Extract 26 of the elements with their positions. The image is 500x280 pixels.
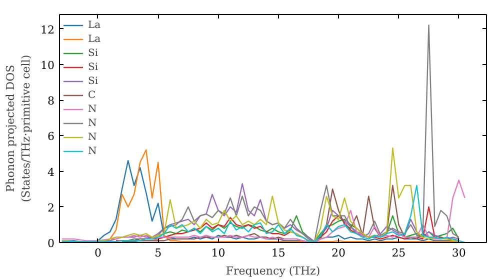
y-tick-label: 2 (48, 201, 54, 214)
legend-label: La (88, 32, 102, 46)
x-tick-label: 5 (154, 246, 162, 260)
y-tick-label: 10 (40, 58, 55, 72)
x-tick-label: 20 (332, 246, 346, 260)
legend-label: C (88, 88, 97, 102)
legend-label: La (88, 18, 102, 32)
x-tick-label: 0 (94, 246, 102, 260)
y-axis-title: Phonon projected DOS (States/THz·primitive cell) (4, 54, 33, 202)
y-tick-label: 6 (48, 130, 54, 144)
legend-label: N (88, 116, 98, 130)
x-axis-title: Frequency (THz) (226, 264, 320, 278)
legend-label: Si (88, 74, 100, 88)
x-tick-label: 30 (452, 246, 466, 260)
y-tick-label: 4 (48, 166, 54, 179)
x-tick-label: 25 (392, 246, 406, 260)
legend-label: N (88, 130, 98, 144)
legend-label: N (88, 102, 98, 116)
x-tick-label: 10 (211, 246, 226, 260)
legend-label: N (88, 144, 98, 158)
y-tick-label: 8 (48, 94, 54, 108)
legend-label: Si (88, 46, 100, 60)
legend-label: Si (88, 60, 100, 74)
y-tick-label: 12 (40, 23, 55, 36)
y-tick-label: 0 (48, 237, 54, 250)
x-tick-label: 15 (271, 246, 286, 260)
